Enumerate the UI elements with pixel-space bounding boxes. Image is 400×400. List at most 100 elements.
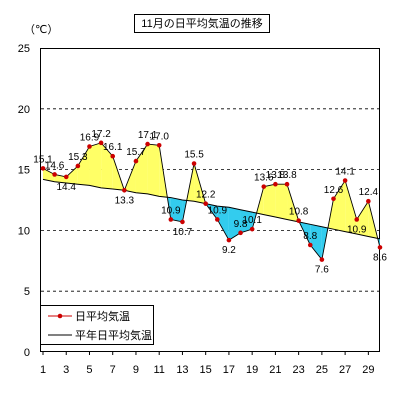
data-label: 9.2 xyxy=(222,245,236,256)
title-box xyxy=(134,14,270,33)
y-tick-label: 25 xyxy=(18,43,30,55)
data-point xyxy=(168,217,174,222)
x-tick-label: 23 xyxy=(293,364,305,376)
y-tick-label: 5 xyxy=(24,286,30,298)
data-point xyxy=(319,257,325,262)
x-tick-label: 27 xyxy=(339,364,351,376)
difference-fill xyxy=(43,168,55,182)
data-label: 10.8 xyxy=(289,207,309,218)
data-label: 15.5 xyxy=(184,150,204,161)
x-tick-label: 17 xyxy=(223,364,235,376)
x-tick-label: 7 xyxy=(110,364,116,376)
data-label: 13.6 xyxy=(254,173,274,184)
x-tick-label: 11 xyxy=(153,364,164,376)
chart-title: 11月の日平均気温の推移 xyxy=(141,16,262,30)
data-point xyxy=(180,219,185,225)
data-point xyxy=(75,163,81,169)
data-point xyxy=(354,217,360,222)
y-axis-ticks: 0 5 10 15 20 25 xyxy=(18,43,30,359)
difference-fill xyxy=(310,224,322,260)
data-point xyxy=(191,161,197,166)
x-tick-label: 3 xyxy=(63,364,69,376)
legend: 日平均気温 平年日平均気温 xyxy=(40,305,154,345)
x-tick-label: 13 xyxy=(176,364,188,376)
x-tick-label: 15 xyxy=(200,364,212,376)
data-label: 15.1 xyxy=(33,154,53,165)
data-point xyxy=(98,140,104,146)
data-point xyxy=(331,196,336,202)
data-label: 12.2 xyxy=(196,190,216,201)
data-label: 16.9 xyxy=(80,132,100,143)
data-label: 12.6 xyxy=(324,185,344,196)
normal-temperature-line xyxy=(42,178,381,240)
data-label: 10.1 xyxy=(242,215,262,226)
data-point xyxy=(133,158,139,164)
x-tick-label: 5 xyxy=(86,364,92,376)
data-label: 14.1 xyxy=(335,167,355,178)
y-tick-label: 10 xyxy=(18,225,30,237)
data-label: 8.6 xyxy=(373,252,387,263)
difference-fill xyxy=(275,184,288,220)
data-label: 10.9 xyxy=(161,205,181,216)
difference-fill xyxy=(77,146,90,186)
data-label: 15.3 xyxy=(68,152,88,163)
data-point xyxy=(203,201,208,206)
data-label: 15.7 xyxy=(126,147,146,158)
difference-fill xyxy=(101,142,113,190)
data-point xyxy=(87,144,92,149)
difference-fill xyxy=(170,197,183,222)
legend-label-daily: 日平均気温 xyxy=(75,309,130,323)
data-point xyxy=(215,217,220,222)
data-label: 12.4 xyxy=(359,187,379,198)
data-point xyxy=(307,242,313,248)
legend-label-normal: 平年日平均気温 xyxy=(75,328,152,342)
data-point xyxy=(63,174,69,180)
legend-marker-daily xyxy=(57,313,63,319)
data-point xyxy=(238,230,243,236)
data-point xyxy=(284,181,290,187)
difference-fill xyxy=(356,201,369,237)
data-label: 17.2 xyxy=(91,129,111,140)
data-point xyxy=(377,245,383,250)
difference-fill xyxy=(345,180,357,235)
data-point xyxy=(40,166,46,171)
data-point xyxy=(156,142,162,148)
x-tick-label: 19 xyxy=(246,364,258,376)
y-axis-unit: （℃） xyxy=(24,23,58,36)
x-tick-label: 25 xyxy=(316,364,328,376)
plot-area xyxy=(40,48,380,352)
data-point xyxy=(273,181,278,187)
difference-fill xyxy=(135,144,148,194)
data-label: 10.9 xyxy=(208,205,228,216)
y-tick-label: 15 xyxy=(18,165,30,177)
data-label: 9.8 xyxy=(234,219,248,230)
data-point xyxy=(342,178,348,183)
data-label: 10.7 xyxy=(173,227,193,238)
data-label: 13.8 xyxy=(277,170,297,181)
difference-fill xyxy=(147,144,160,197)
data-label: 7.6 xyxy=(315,265,329,276)
label-layer: 15.114.6 14.4 15.3 16.917.2 16.1 13.3 15.7 17.1… xyxy=(33,129,387,276)
data-label: 10.9 xyxy=(347,224,367,235)
difference-fill xyxy=(217,206,229,241)
x-axis-ticks: 1 3 5 7 9 11 13 15 17 19 21 23 25 27 29 xyxy=(40,352,374,376)
difference-fill xyxy=(89,142,102,188)
difference-fill xyxy=(66,165,78,185)
data-point xyxy=(261,184,267,189)
marker-layer xyxy=(40,140,383,262)
data-label: 16.1 xyxy=(103,142,123,153)
data-point xyxy=(249,226,255,232)
data-label: 17.1 xyxy=(138,130,158,141)
difference-fill xyxy=(263,184,276,218)
fill-layer xyxy=(43,142,380,260)
x-tick-label: 21 xyxy=(269,364,281,376)
data-label: 14.4 xyxy=(57,182,77,193)
x-tick-label: 9 xyxy=(133,364,139,376)
data-point xyxy=(226,237,232,243)
x-tick-label: 29 xyxy=(362,364,374,376)
x-tick-label: 1 xyxy=(40,364,46,376)
data-point xyxy=(52,172,57,177)
data-label: 13.3 xyxy=(115,195,135,206)
data-point xyxy=(145,141,150,147)
